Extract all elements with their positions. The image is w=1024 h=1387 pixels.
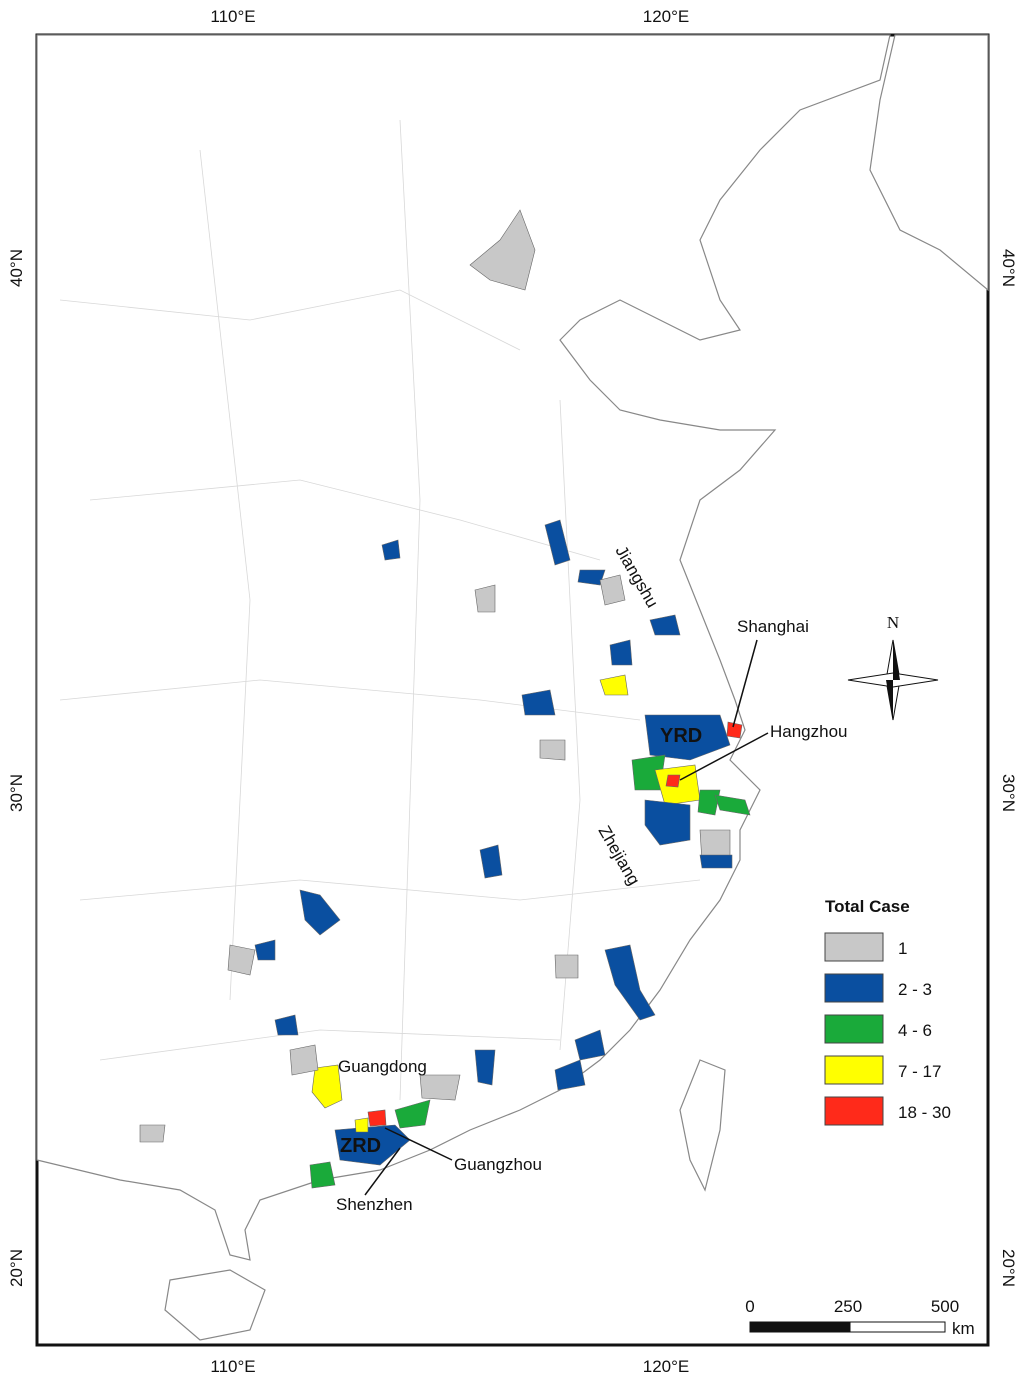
legend-swatch — [824, 932, 884, 962]
region — [544, 519, 571, 566]
legend-swatch — [824, 973, 884, 1003]
region — [726, 721, 743, 739]
region — [604, 944, 656, 1021]
legend-swatch — [824, 1096, 884, 1126]
leader-lines — [364, 639, 769, 1196]
region — [599, 674, 629, 696]
region — [289, 1044, 319, 1076]
longitude-label: 120°E — [643, 1357, 690, 1376]
hainan — [164, 1269, 266, 1341]
region — [334, 1124, 411, 1166]
longitude-label: 110°E — [210, 7, 255, 26]
region — [521, 689, 556, 716]
legend-title: Total Case — [825, 897, 910, 916]
case-regions — [139, 209, 751, 1189]
north-arrow: N — [847, 613, 939, 721]
region — [354, 1117, 369, 1133]
region — [367, 1109, 387, 1127]
place-label: YRD — [660, 725, 702, 747]
region — [469, 209, 536, 291]
region — [394, 1099, 431, 1129]
region — [665, 774, 681, 788]
region — [254, 939, 276, 961]
region — [649, 614, 681, 636]
province-boundaries — [59, 119, 701, 1101]
longitude-label: 110°E — [210, 1357, 255, 1376]
region — [631, 754, 666, 791]
place-label: Hangzhou — [770, 722, 848, 741]
latitude-label: 30°N — [7, 774, 26, 812]
legend-label: 2 - 3 — [898, 980, 932, 999]
region — [697, 789, 721, 816]
region — [479, 844, 503, 879]
region — [299, 889, 341, 936]
region — [419, 1074, 461, 1101]
region — [139, 1124, 166, 1143]
region — [539, 739, 566, 761]
region — [474, 584, 496, 613]
north-label: N — [887, 613, 899, 632]
region — [309, 1161, 336, 1189]
region — [227, 944, 256, 976]
place-label: Guangdong — [338, 1057, 427, 1076]
latitude-label: 40°N — [7, 249, 26, 287]
region — [574, 1029, 606, 1061]
scale-label: 250 — [834, 1297, 862, 1316]
taiwan — [679, 1059, 726, 1192]
scale-label: 0 — [745, 1297, 754, 1316]
region — [311, 1064, 343, 1109]
latitude-label: 40°N — [999, 249, 1018, 287]
region — [381, 539, 401, 561]
region — [714, 794, 751, 816]
region — [644, 714, 731, 761]
latitude-label: 30°N — [999, 774, 1018, 812]
scale-label: 500 — [931, 1297, 959, 1316]
legend-label: 18 - 30 — [898, 1103, 951, 1122]
longitude-label: 120°E — [643, 7, 690, 26]
legend: Total Case 1 2 - 3 4 - 6 7 - 17 18 - 30 — [824, 897, 951, 1126]
place-label: ZRD — [340, 1135, 381, 1157]
legend-label: 4 - 6 — [898, 1021, 932, 1040]
region — [699, 854, 733, 869]
legend-swatch — [824, 1055, 884, 1085]
latitude-label: 20°N — [7, 1249, 26, 1287]
scale-unit: km — [952, 1319, 975, 1338]
latitude-label: 20°N — [999, 1249, 1018, 1287]
region — [274, 1014, 299, 1036]
scale-bar — [749, 1321, 946, 1333]
region — [577, 569, 606, 586]
region — [554, 1059, 586, 1091]
legend-label: 1 — [898, 939, 907, 958]
region — [644, 799, 691, 846]
region — [599, 574, 626, 606]
region — [474, 1049, 496, 1086]
legend-swatch — [824, 1014, 884, 1044]
place-label: Shanghai — [737, 617, 809, 636]
labels: 110°E 120°E 110°E 120°E 40°N 30°N 20°N 40°N 30°N… — [7, 7, 1018, 1376]
korea — [869, 34, 989, 292]
place-label: Shenzhen — [336, 1195, 413, 1214]
place-label: Guangzhou — [454, 1155, 542, 1174]
legend-label: 7 - 17 — [898, 1062, 941, 1081]
region — [609, 639, 633, 666]
region — [554, 954, 579, 979]
